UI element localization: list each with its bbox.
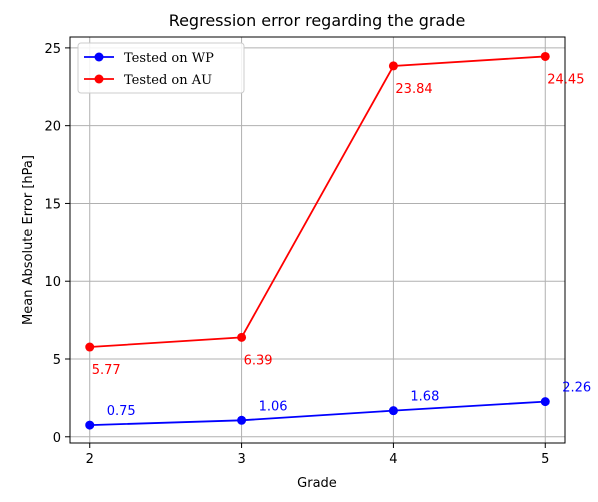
series-line-tested-on-au: [89, 55, 546, 348]
series-line-tested-on-wp: [89, 400, 546, 427]
data-label-tested-on-wp: 2.26: [562, 381, 591, 396]
chart-title: Regression error regarding the grade: [169, 11, 466, 30]
data-point-tested-on-wp: [388, 406, 398, 416]
x-tick-label: 2: [86, 452, 94, 467]
data-point-tested-on-wp: [237, 415, 247, 425]
legend: Tested on WP Tested on AU: [77, 42, 245, 94]
grid: [70, 37, 565, 443]
data-point-tested-on-au: [85, 342, 95, 352]
y-tick-label: 15: [44, 197, 61, 212]
data-point-tested-on-au: [540, 51, 550, 61]
data-labels: 0.75 1.06 1.68 2.26 5.77 6.39 23.84 24.45: [92, 72, 591, 419]
y-tick-label: 5: [53, 353, 61, 368]
series-layer: [85, 51, 550, 430]
legend-label-tested-on-au: Tested on AU: [124, 73, 212, 88]
x-tick-label: 5: [541, 452, 549, 467]
data-point-tested-on-wp: [540, 397, 550, 407]
y-axis-label: Mean Absolute Error [hPa]: [21, 155, 36, 325]
y-tick-label: 0: [53, 431, 61, 446]
data-point-tested-on-au: [237, 332, 247, 342]
x-axis-label: Grade: [297, 476, 337, 491]
legend-box: [77, 42, 245, 94]
x-tick-label: 4: [389, 452, 397, 467]
data-label-tested-on-au: 24.45: [547, 72, 584, 87]
data-label-tested-on-au: 5.77: [92, 363, 121, 378]
y-tick-label: 20: [44, 120, 61, 135]
data-label-tested-on-wp: 0.75: [107, 404, 136, 419]
x-tick-label: 3: [237, 452, 245, 467]
data-label-tested-on-wp: 1.68: [410, 390, 439, 405]
y-tick-label: 25: [44, 42, 61, 57]
data-point-tested-on-wp: [85, 420, 95, 430]
plot-area-frame: [69, 36, 566, 444]
data-point-tested-on-au: [388, 61, 398, 71]
y-tick-label: 10: [44, 275, 61, 290]
axis-ticks: 2 3 4 5 0 5 10 15 20 25: [44, 42, 549, 467]
data-label-tested-on-wp: 1.06: [259, 399, 288, 414]
data-label-tested-on-au: 23.84: [395, 82, 432, 97]
data-label-tested-on-au: 6.39: [244, 353, 273, 368]
legend-label-tested-on-wp: Tested on WP: [124, 51, 214, 66]
legend-marker-tested-on-au: [94, 74, 104, 84]
legend-marker-tested-on-wp: [94, 52, 104, 62]
